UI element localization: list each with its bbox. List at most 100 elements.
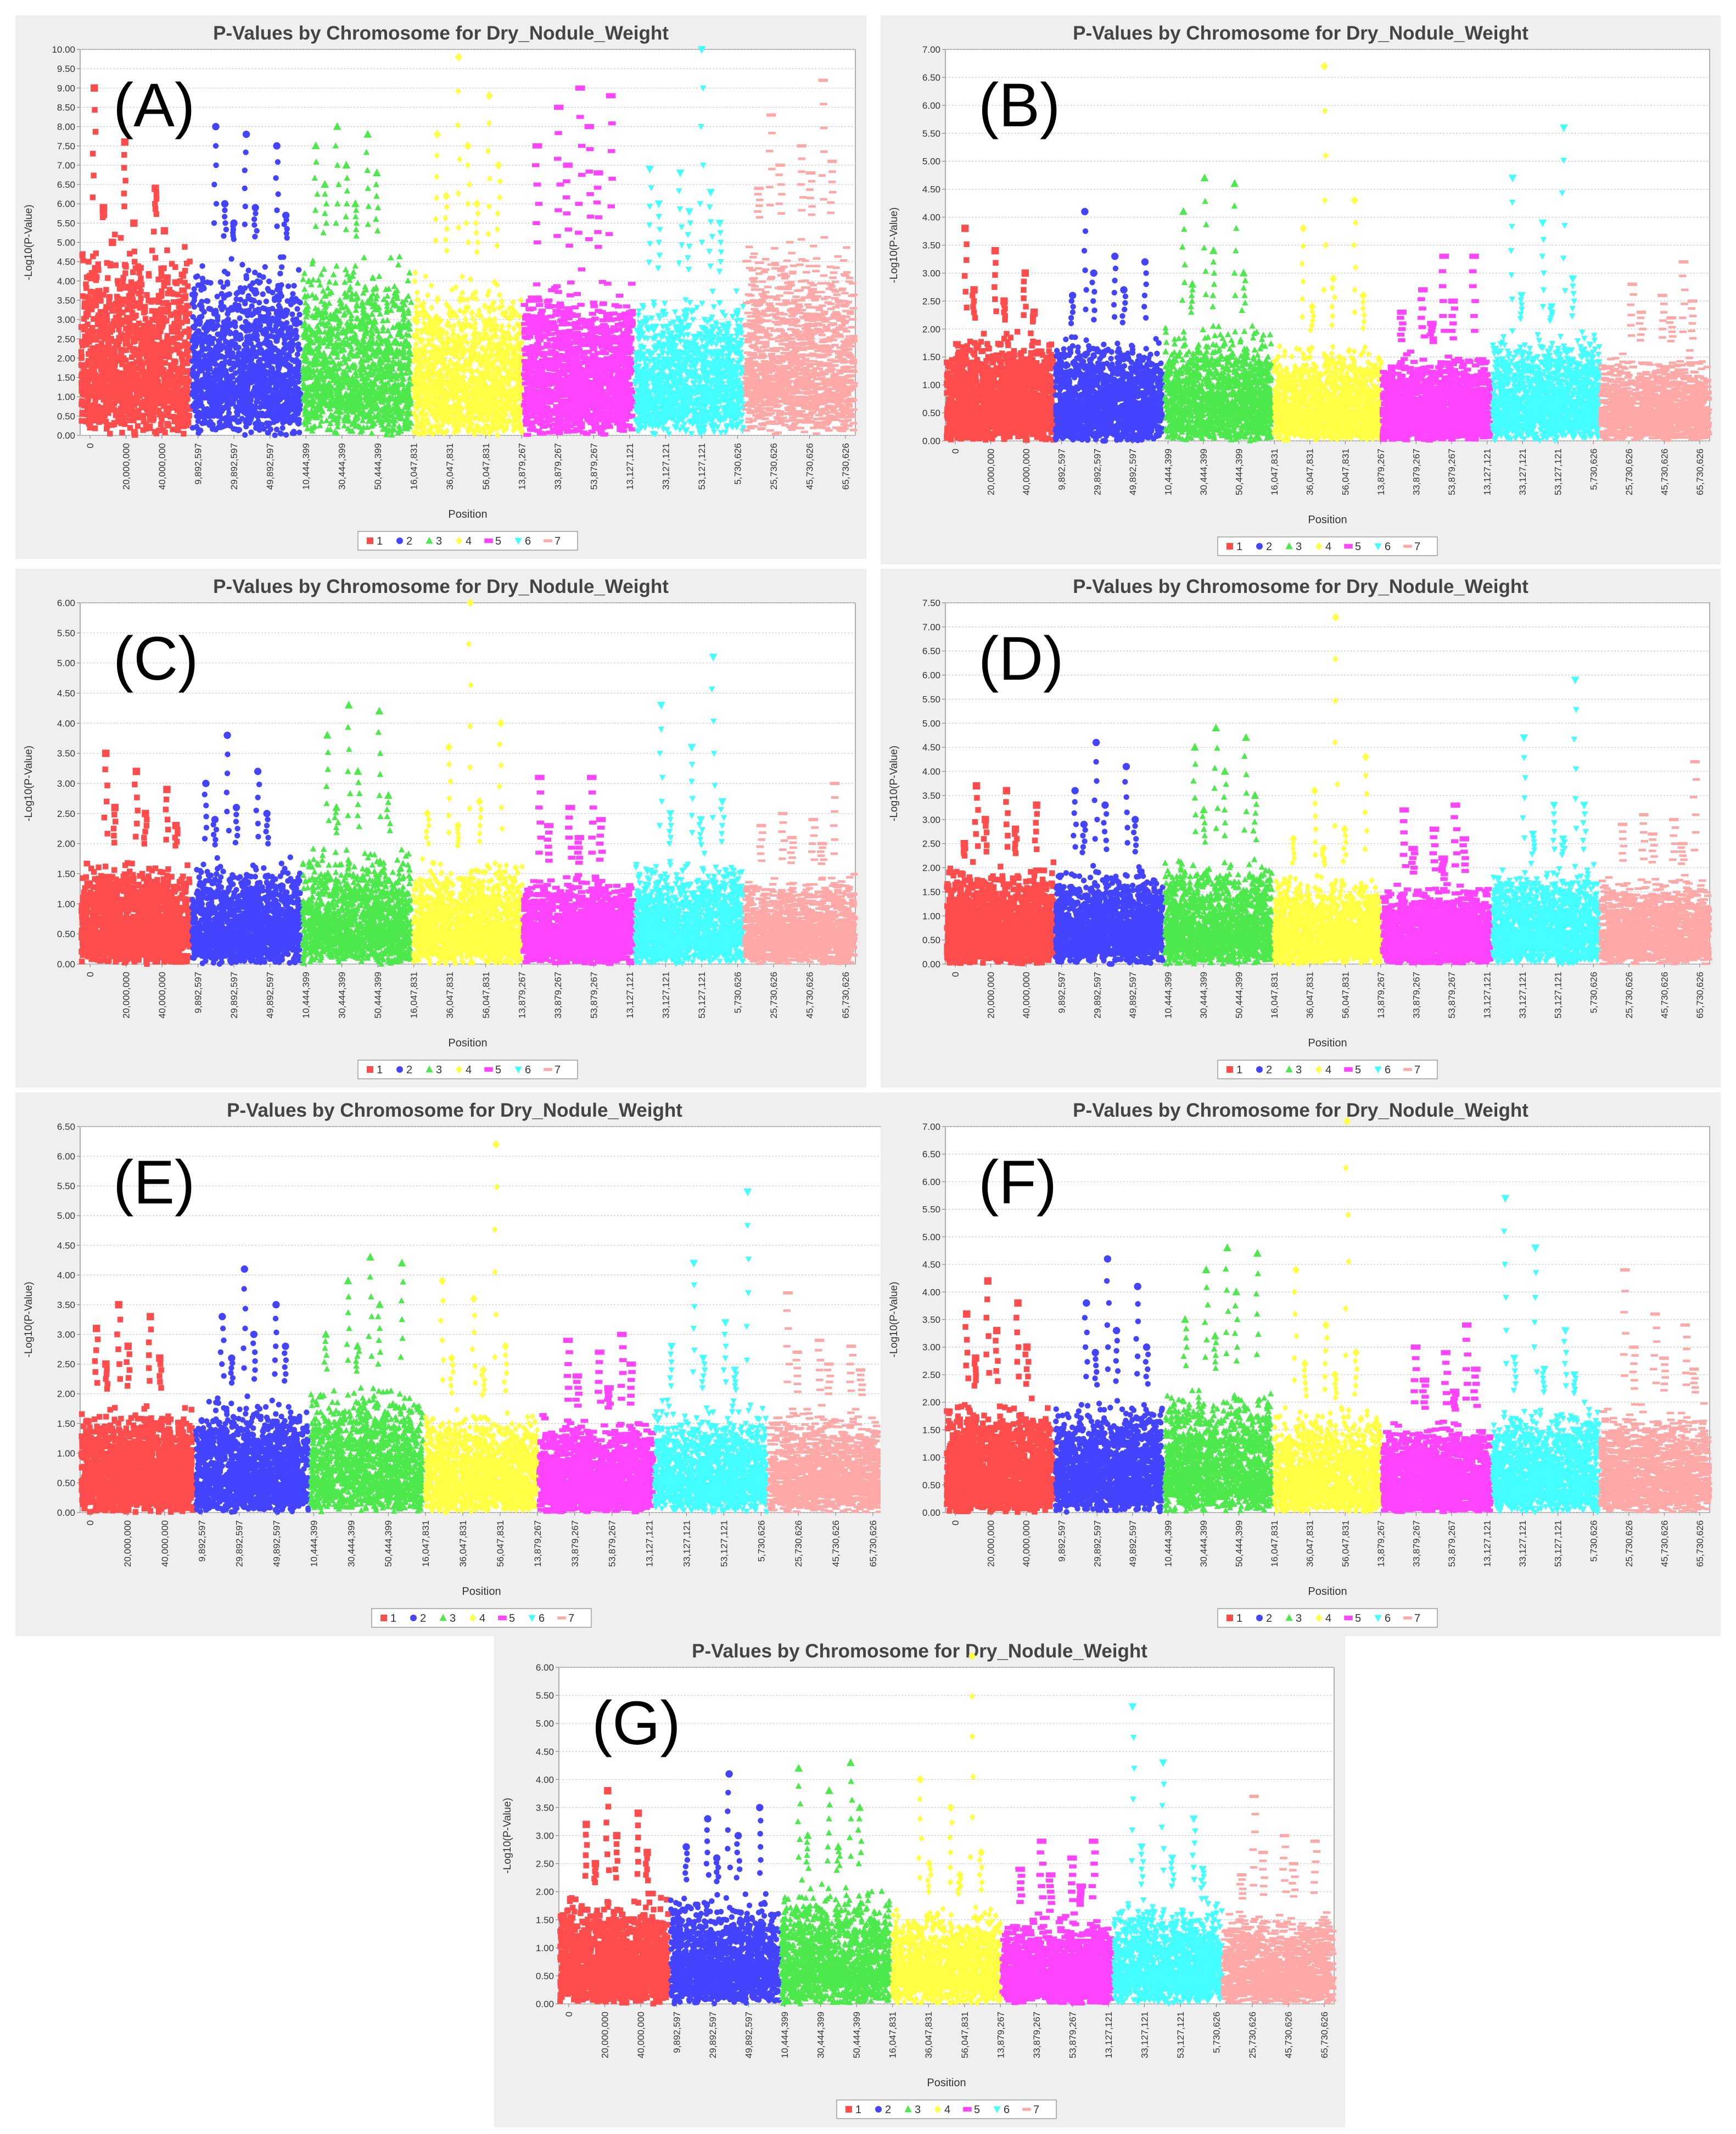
peak-point bbox=[311, 141, 320, 149]
trail-point bbox=[283, 1371, 289, 1377]
peak-point bbox=[1076, 1883, 1087, 1889]
trail-point bbox=[446, 795, 452, 802]
series-points-chr-1 bbox=[79, 860, 193, 967]
trail-point bbox=[727, 1864, 733, 1870]
peak-point bbox=[606, 93, 616, 99]
y-tick-label: 5.50 bbox=[922, 1205, 940, 1215]
series-points-chr-2 bbox=[189, 854, 304, 967]
trail-point bbox=[978, 1886, 984, 1894]
trail-point bbox=[354, 812, 361, 819]
legend-label: 6 bbox=[1004, 2104, 1010, 2116]
trail-point bbox=[365, 203, 372, 209]
trail-point bbox=[1168, 1861, 1175, 1867]
peak-point bbox=[1322, 1320, 1330, 1330]
x-tick-label: 9,892,597 bbox=[197, 1520, 208, 1562]
trail-point bbox=[1539, 254, 1545, 260]
x-tick-label: 53,879,267 bbox=[589, 972, 599, 1018]
peak-point bbox=[972, 782, 981, 790]
trail-point bbox=[1073, 821, 1079, 827]
peak-point bbox=[1111, 253, 1119, 260]
y-tick-label: 5.00 bbox=[922, 156, 940, 167]
x-tick-label: 0 bbox=[85, 972, 96, 977]
trail-point bbox=[455, 224, 462, 231]
trail-point bbox=[1143, 281, 1149, 287]
peak-point bbox=[792, 1350, 802, 1354]
series-points-chr-1 bbox=[944, 859, 1057, 967]
trail-point bbox=[121, 191, 127, 197]
trail-point bbox=[1105, 1344, 1111, 1350]
trail-point bbox=[743, 1357, 751, 1364]
trail-point bbox=[1683, 1335, 1691, 1338]
trail-point bbox=[1131, 1766, 1138, 1772]
peak-point bbox=[787, 836, 797, 839]
trail-point bbox=[1091, 1850, 1099, 1855]
trail-point bbox=[707, 219, 714, 226]
trail-point bbox=[967, 1853, 973, 1861]
x-tick-label: 53,127,121 bbox=[1553, 972, 1564, 1018]
trail-point bbox=[766, 204, 774, 206]
y-tick-label: 5.00 bbox=[922, 1232, 940, 1242]
trail-point bbox=[1409, 870, 1418, 875]
x-tick-label: 50,444,399 bbox=[1234, 1520, 1245, 1567]
legend-label: 2 bbox=[406, 535, 412, 547]
trail-point bbox=[836, 1852, 843, 1859]
trail-point bbox=[1259, 1859, 1267, 1862]
trail-point bbox=[1571, 298, 1577, 305]
trail-point bbox=[1082, 827, 1088, 833]
legend-box bbox=[1217, 536, 1438, 556]
trail-point bbox=[794, 1818, 802, 1824]
trail-point bbox=[698, 239, 705, 246]
series-chr-1 bbox=[78, 1301, 197, 1515]
trail-point bbox=[846, 1834, 853, 1840]
trail-point bbox=[1093, 1362, 1099, 1369]
series-chr-6 bbox=[1489, 124, 1603, 444]
trail-point bbox=[926, 1888, 932, 1895]
peak-point bbox=[1011, 825, 1020, 833]
legend-label: 5 bbox=[1355, 1612, 1361, 1625]
trail-point bbox=[613, 1841, 620, 1847]
series-points-chr-6 bbox=[651, 1397, 770, 1516]
trail-point bbox=[1012, 850, 1019, 856]
peak-point bbox=[617, 1331, 627, 1337]
trail-point bbox=[856, 1379, 865, 1381]
series-points-chr-3 bbox=[1162, 1387, 1275, 1514]
trail-point bbox=[374, 1313, 382, 1319]
panel-label: (C) bbox=[113, 624, 198, 693]
trail-point bbox=[678, 242, 685, 249]
trail-point bbox=[792, 1359, 800, 1362]
trail-point bbox=[1261, 1876, 1268, 1879]
peak-point bbox=[354, 767, 362, 775]
trail-point bbox=[1046, 1884, 1054, 1889]
trail-point bbox=[481, 1376, 488, 1384]
trail-point bbox=[1048, 1895, 1055, 1900]
trail-point bbox=[1014, 1359, 1020, 1365]
series-chr-3 bbox=[299, 122, 415, 438]
series-chr-3 bbox=[1162, 1243, 1275, 1514]
trail-point bbox=[1094, 1382, 1100, 1388]
trail-point bbox=[1312, 838, 1318, 845]
trail-point bbox=[1122, 300, 1128, 306]
trail-point bbox=[962, 289, 968, 295]
peak-point bbox=[775, 163, 785, 167]
x-tick-label: 29,892,597 bbox=[708, 2012, 718, 2058]
peak-point bbox=[1657, 294, 1667, 298]
trail-point bbox=[212, 837, 219, 843]
trail-point bbox=[334, 819, 341, 825]
trail-point bbox=[222, 207, 228, 214]
trail-point bbox=[1251, 1830, 1259, 1834]
trail-point bbox=[608, 176, 616, 181]
series-chr-1 bbox=[79, 749, 193, 967]
trail-point bbox=[1202, 198, 1208, 204]
trail-point bbox=[1421, 1405, 1429, 1410]
series-chr-6 bbox=[1111, 1703, 1225, 2007]
trail-point bbox=[323, 200, 330, 206]
legend-marker bbox=[498, 1615, 507, 1621]
trail-point bbox=[717, 239, 724, 246]
trail-point bbox=[103, 1376, 109, 1382]
peak-point bbox=[1071, 787, 1079, 794]
trail-point bbox=[1192, 811, 1199, 817]
trail-point bbox=[719, 823, 725, 830]
trail-point bbox=[555, 131, 562, 135]
trail-point bbox=[704, 1838, 710, 1844]
trail-point bbox=[233, 811, 239, 817]
